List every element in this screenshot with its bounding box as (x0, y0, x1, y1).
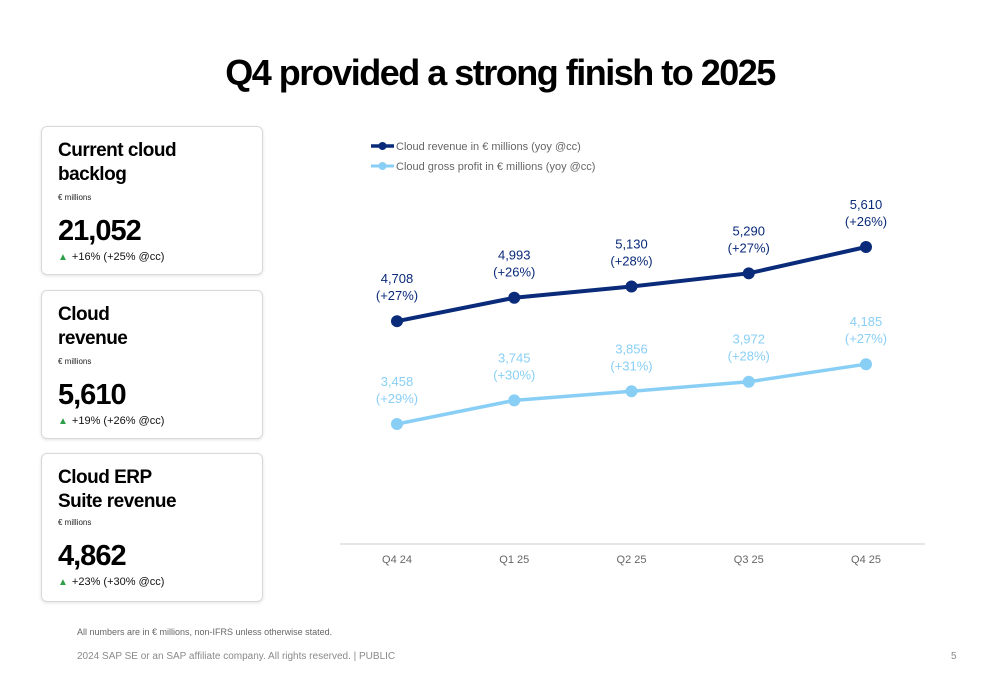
data-label-value: 3,856 (615, 341, 648, 356)
up-arrow-icon: ▲ (58, 252, 68, 263)
kpi-card-title: Cloud revenue (58, 304, 128, 349)
data-label-growth: (+26%) (845, 214, 887, 229)
kpi-card-delta: ▲ +23% (+30% @cc) (58, 576, 164, 588)
legend-label: Cloud revenue in € millions (yoy @cc) (396, 141, 581, 153)
data-point (508, 394, 521, 407)
series-points (391, 241, 872, 430)
data-label-value: 3,745 (498, 350, 531, 365)
data-label-growth: (+31%) (610, 358, 652, 373)
data-label-value: 4,708 (381, 271, 414, 286)
kpi-card-unit: € millions (58, 193, 92, 202)
data-label-growth: (+27%) (376, 288, 418, 303)
page-title: Q4 provided a strong finish to 2025 (225, 52, 776, 93)
data-label-value: 5,610 (850, 197, 883, 212)
data-label-growth: (+26%) (493, 265, 535, 280)
data-point (391, 418, 403, 430)
series-lines (396, 245, 867, 426)
kpi-card-delta: ▲ +19% (+26% @cc) (58, 415, 164, 427)
kpi-card-delta-text: +16% (+25% @cc) (71, 251, 165, 263)
kpi-card-unit: € millions (58, 357, 92, 366)
x-axis-ticks: Q4 24 Q1 25 Q2 25 Q3 25 Q4 25 (382, 554, 881, 566)
data-point (508, 291, 521, 304)
kpi-card-cloud-revenue: Cloud revenue € millions 5,610 ▲ +19% (+2… (41, 290, 263, 439)
kpi-card-value: 5,610 (58, 379, 127, 411)
x-tick-label: Q1 25 (499, 554, 529, 566)
x-tick-label: Q4 25 (851, 554, 881, 566)
x-tick-label: Q4 24 (382, 554, 412, 566)
data-label-growth: (+28%) (610, 253, 652, 268)
kpi-card-title: Current cloud backlog (58, 140, 177, 185)
data-label-growth: (+28%) (728, 349, 770, 364)
data-point (391, 315, 403, 328)
kpi-card-current-cloud-backlog: Current cloud backlog € millions 21,052 … (41, 126, 263, 275)
kpi-card-delta: ▲ +16% (+25% @cc) (58, 251, 164, 263)
page-number: 5 (951, 651, 957, 662)
x-tick-label: Q3 25 (734, 554, 764, 566)
kpi-card-value: 21,052 (58, 215, 142, 247)
data-point (742, 267, 755, 280)
x-tick-label: Q2 25 (617, 554, 647, 566)
data-label-value: 4,993 (498, 248, 531, 263)
data-labels: 4,708 (+27%) 4,993 (+26%) 5,130 (+28%) 5,290 (+… (376, 197, 887, 406)
copyright-footer: 2024 SAP SE or an SAP affiliate company.… (77, 651, 396, 662)
data-label-growth: (+27%) (728, 240, 770, 255)
kpi-card-delta-text: +19% (+26% @cc) (71, 415, 165, 427)
legend-marker (378, 142, 387, 150)
data-label-value: 5,130 (615, 236, 648, 251)
data-label-value: 4,185 (850, 314, 883, 329)
kpi-card-title: Cloud ERP Suite revenue (58, 467, 177, 512)
legend-marker (378, 162, 387, 170)
footnote: All numbers are in € millions, non-IFRS … (77, 627, 333, 637)
data-point (742, 375, 755, 388)
chart-legend: Cloud revenue in € millions (yoy @cc) Clo… (371, 141, 595, 173)
data-point (860, 241, 872, 253)
data-label-value: 5,290 (732, 223, 765, 238)
kpi-card-value: 4,862 (58, 540, 127, 572)
data-label-growth: (+27%) (845, 331, 887, 346)
kpi-card-delta-text: +23% (+30% @cc) (71, 576, 165, 588)
data-label-value: 3,458 (381, 374, 414, 389)
data-point (625, 385, 638, 398)
data-point (625, 280, 638, 293)
data-point (860, 358, 872, 371)
kpi-card-unit: € millions (58, 518, 92, 527)
up-arrow-icon: ▲ (58, 416, 68, 427)
kpi-card-cloud-erp-suite-revenue: Cloud ERP Suite revenue € millions 4,862… (41, 453, 263, 602)
up-arrow-icon: ▲ (58, 577, 68, 588)
legend-label: Cloud gross profit in € millions (yoy @c… (396, 161, 595, 173)
data-label-growth: (+30%) (493, 367, 535, 382)
data-label-growth: (+29%) (376, 391, 418, 406)
data-label-value: 3,972 (732, 332, 765, 347)
